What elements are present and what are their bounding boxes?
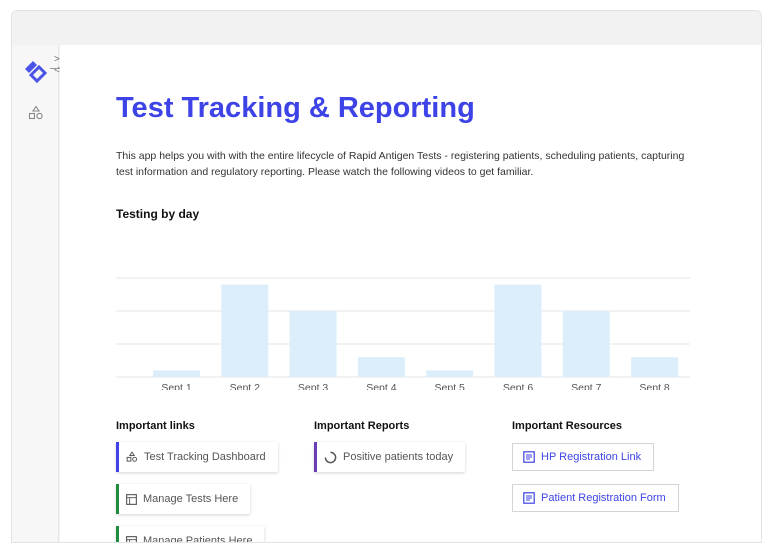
chart-x-tick-label: Sept 1	[161, 382, 192, 390]
document-icon	[523, 492, 535, 504]
chart-bar[interactable]	[357, 357, 405, 377]
link-accent-bar	[116, 526, 119, 542]
table-icon	[126, 493, 137, 505]
chart-bar[interactable]	[426, 370, 474, 377]
chart-bar[interactable]	[494, 284, 542, 377]
manage-patients-link[interactable]: Manage Patients Here	[116, 526, 265, 543]
sidebar: ><	[12, 45, 68, 542]
link-label: Manage Patients Here	[143, 535, 253, 543]
chart-x-tick-label: Sept 2	[230, 382, 261, 390]
chart-title: Testing by day	[116, 207, 200, 221]
link-label: Test Tracking Dashboard	[144, 451, 266, 463]
hp-registration-link[interactable]: HP Registration Link	[512, 443, 655, 471]
important-reports-heading: Important Reports	[314, 420, 410, 432]
resource-label: HP Registration Link	[541, 451, 642, 463]
resource-label: Patient Registration Form	[541, 492, 666, 504]
collapse-divider	[50, 68, 68, 69]
collapse-sidebar-icon[interactable]: ><	[54, 54, 60, 76]
shapes-icon[interactable]	[28, 105, 44, 121]
link-accent-bar	[116, 442, 119, 472]
link-accent-bar	[116, 484, 119, 514]
report-accent-bar	[314, 442, 317, 472]
main-content: Test Tracking & Reporting This app helps…	[60, 45, 761, 542]
positive-patients-report-link[interactable]: Positive patients today	[314, 442, 466, 472]
manage-tests-link[interactable]: Manage Tests Here	[116, 484, 251, 514]
chart-bar[interactable]	[221, 284, 269, 377]
chart-x-tick-label: Sept 8	[639, 382, 670, 390]
testing-by-day-chart: Sept 1 Sept 2 Sept 3 Sept 4 Sept 5 Sept 6 Sept…	[116, 277, 690, 390]
table-icon	[126, 535, 137, 542]
document-icon	[523, 451, 535, 463]
report-label: Positive patients today	[343, 451, 454, 463]
chart-bar[interactable]	[153, 370, 200, 377]
important-resources-heading: Important Resources	[512, 420, 623, 432]
important-links-heading: Important links	[116, 420, 195, 432]
app-logo-icon[interactable]	[21, 57, 49, 85]
test-tracking-dashboard-link[interactable]: Test Tracking Dashboard	[116, 442, 278, 472]
chart-bar[interactable]	[562, 311, 610, 377]
page-description: This app helps you with with the entire …	[116, 150, 685, 178]
chart-x-tick-label: Sept 4	[366, 382, 397, 390]
link-label: Manage Tests Here	[143, 493, 239, 505]
chart-x-tick-label: Sept 5	[435, 382, 466, 390]
shapes-icon	[126, 451, 138, 462]
chart-bar[interactable]	[289, 311, 337, 377]
page-title: Test Tracking & Reporting	[116, 92, 475, 124]
chart-x-tick-label: Sept 3	[298, 382, 329, 390]
top-bar	[12, 11, 761, 45]
loading-circle-icon	[324, 451, 337, 463]
chart-x-tick-label: Sept 7	[571, 382, 602, 390]
chart-x-tick-label: Sept 6	[503, 382, 534, 390]
patient-registration-form-link[interactable]: Patient Registration Form	[512, 484, 679, 512]
app-window: >< Test Tracking & Reporting This app he…	[11, 10, 762, 543]
chart-bar[interactable]	[631, 357, 679, 377]
